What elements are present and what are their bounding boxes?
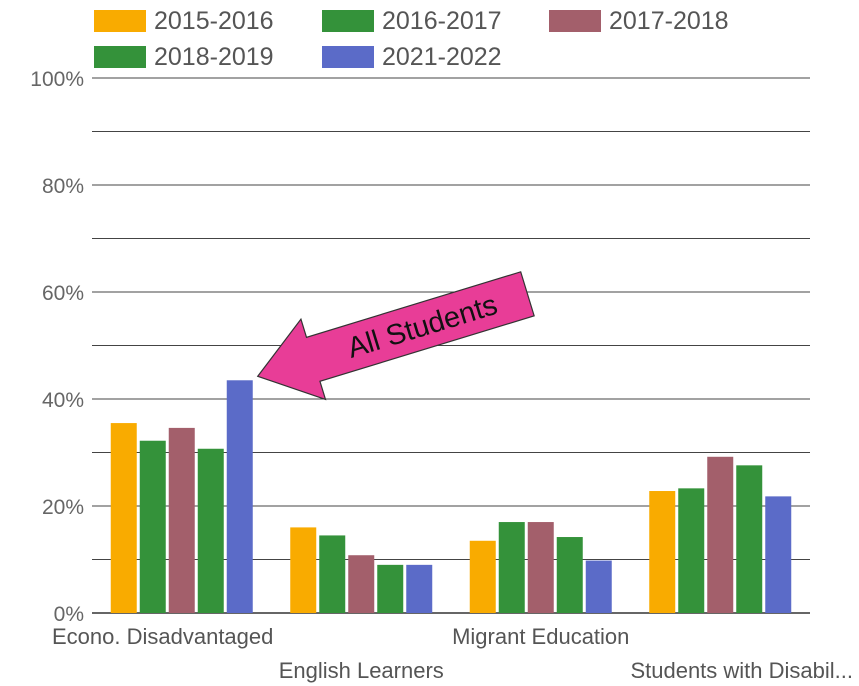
legend-label: 2015-2016 (154, 6, 274, 35)
y-tick-label: 100% (30, 68, 84, 91)
legend-swatch (549, 10, 601, 32)
bar (678, 488, 705, 613)
bar (585, 560, 612, 613)
y-tick-label: 60% (42, 282, 84, 305)
legend-item-2016-2017: 2016-2017 (322, 5, 502, 37)
legend-item-2021-2022: 2021-2022 (322, 41, 502, 73)
bar (527, 522, 554, 613)
y-tick-label: 80% (42, 175, 84, 198)
bar (290, 527, 317, 613)
legend-item-2015-2016: 2015-2016 (94, 5, 274, 37)
bar (348, 555, 375, 613)
legend-swatch (94, 10, 146, 32)
legend-label: 2016-2017 (382, 6, 502, 35)
bar (406, 564, 433, 613)
bar (168, 427, 195, 613)
bar (139, 440, 166, 613)
legend-item-2018-2019: 2018-2019 (94, 41, 274, 73)
arrow-shape (256, 271, 535, 401)
bar (110, 423, 137, 613)
legend-swatch (322, 10, 374, 32)
bar (377, 564, 404, 613)
category-label: Students with Disabil... (630, 658, 853, 683)
y-tick-label: 40% (42, 389, 84, 412)
bar (556, 537, 583, 613)
legend-swatch (322, 46, 374, 68)
legend-swatch (94, 46, 146, 68)
bar (649, 491, 676, 613)
y-axis-ticks: 0% 20% 40% 60% 80% 100% (30, 68, 84, 626)
bar (765, 496, 792, 613)
legend-item-2017-2018: 2017-2018 (549, 5, 729, 37)
category-label: Migrant Education (452, 624, 629, 649)
category-label: English Learners (279, 658, 444, 683)
bar (736, 465, 763, 613)
annotation-arrow: All Students (256, 271, 535, 401)
category-label: Econo. Disadvantaged (52, 624, 273, 649)
annotation: All Students (256, 271, 535, 401)
bar (469, 540, 496, 613)
legend-label: 2018-2019 (154, 42, 274, 71)
bar (498, 522, 525, 613)
bar (319, 535, 346, 613)
bar (226, 380, 253, 613)
y-tick-label: 20% (42, 496, 84, 519)
bar (707, 456, 734, 613)
chart-legend: 2015-2016 2016-2017 2017-2018 2018-2019 … (0, 0, 859, 80)
y-tick-label: 0% (54, 603, 84, 626)
bars (110, 380, 792, 613)
legend-label: 2021-2022 (382, 42, 502, 71)
legend-label: 2017-2018 (609, 6, 729, 35)
bar (197, 448, 224, 613)
